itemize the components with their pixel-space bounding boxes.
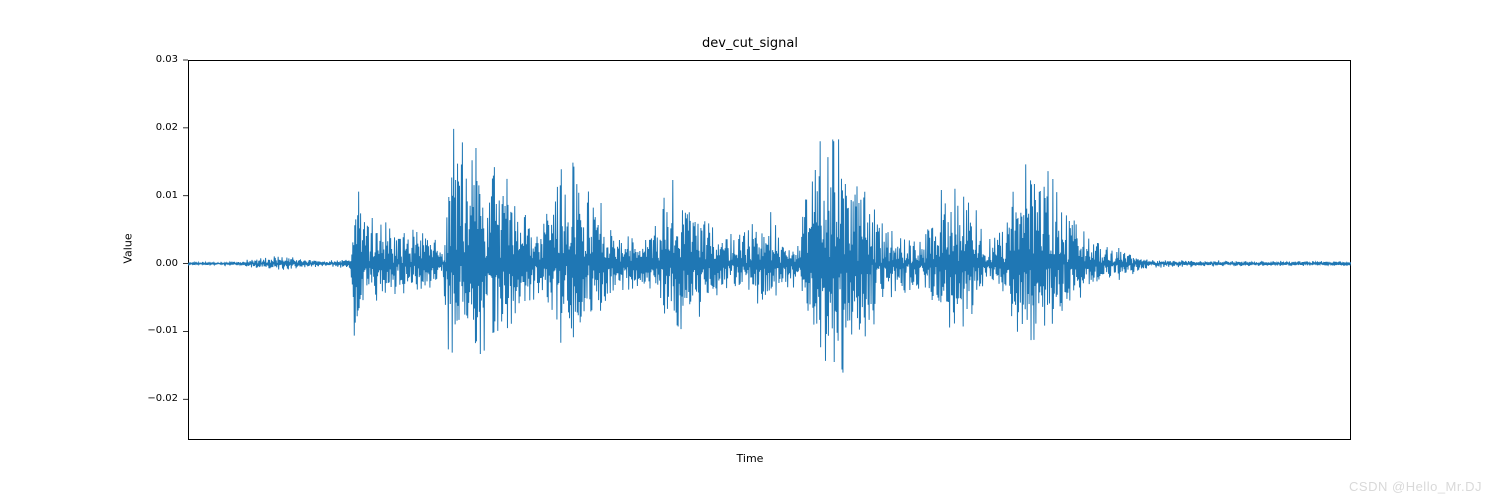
y-tick-label: 0.01: [156, 190, 178, 201]
y-axis-label: Value: [122, 233, 135, 263]
signal-line: [188, 129, 1351, 373]
y-tick-label: −0.01: [147, 325, 178, 336]
watermark-text: CSDN @Hello_Mr.DJ: [1349, 479, 1482, 494]
figure: dev_cut_signal Value Time −0.02−0.010.00…: [0, 0, 1500, 500]
x-axis-label: Time: [0, 452, 1500, 465]
y-tick-label: 0.02: [156, 122, 178, 133]
y-tick-label: 0.03: [156, 54, 178, 65]
y-tick-label: −0.02: [147, 393, 178, 404]
y-tick-label: 0.00: [156, 258, 178, 269]
waveform-svg: [0, 0, 1500, 500]
